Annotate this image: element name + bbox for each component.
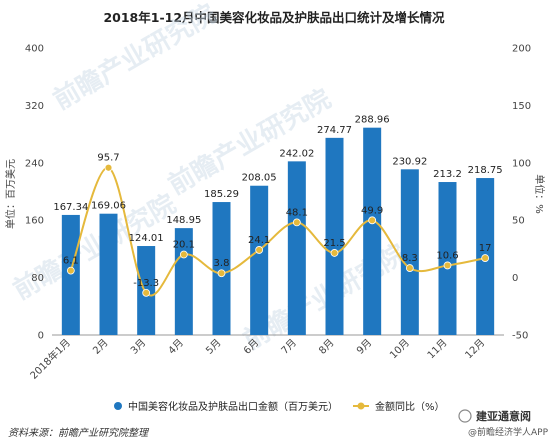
line-point bbox=[255, 246, 264, 254]
line-point bbox=[330, 249, 339, 257]
bar-value-label: 288.96 bbox=[355, 115, 390, 126]
x-tick-label: 2018年1月 bbox=[27, 336, 73, 382]
line-value-label: -13.3 bbox=[133, 278, 159, 289]
line-point bbox=[142, 288, 151, 297]
bar-value-label: 230.92 bbox=[392, 156, 427, 167]
legend-bar-label: 中国美容化妆品及护肤品出口金额（百万美元） bbox=[128, 400, 338, 413]
line-value-label: 6.1 bbox=[63, 256, 79, 267]
line-point bbox=[104, 163, 113, 172]
line-point bbox=[443, 261, 452, 270]
x-tick-label: 10月 bbox=[387, 337, 412, 362]
bar-value-label: 185.29 bbox=[204, 189, 239, 200]
line-value-label: 24.1 bbox=[248, 235, 270, 246]
source-note: 资料来源：前瞻产业研究院整理 bbox=[8, 427, 150, 439]
line-point bbox=[179, 250, 188, 259]
brand-text: @前瞻经济学人APP bbox=[468, 426, 549, 438]
wechat-icon bbox=[458, 409, 472, 423]
x-tick-label: 4月 bbox=[166, 337, 186, 357]
bar bbox=[325, 137, 344, 335]
line-value-label: 8.3 bbox=[402, 253, 418, 264]
right-tick-label: 0 bbox=[512, 273, 518, 284]
left-tick-label: 160 bbox=[25, 216, 44, 227]
bar bbox=[212, 202, 231, 335]
bar bbox=[61, 214, 80, 335]
x-tick-label: 9月 bbox=[354, 337, 374, 357]
line-value-label: 48.1 bbox=[286, 207, 308, 218]
legend: 中国美容化妆品及护肤品出口金额（百万美元） 金额同比（%） bbox=[114, 400, 445, 413]
x-axis: 2018年1月 2月 3月 4月 5月 6月 7月 8月 9月 10月 11月 12月 bbox=[27, 336, 487, 382]
bar-value-label: 124.01 bbox=[129, 233, 164, 244]
line-value-label: 20.1 bbox=[173, 240, 195, 251]
right-tick-label: 100 bbox=[512, 158, 531, 169]
bar-value-label: 213.2 bbox=[433, 169, 462, 180]
right-tick-label: 50 bbox=[512, 216, 525, 227]
bar bbox=[250, 185, 269, 335]
right-axis-title: 单位：% bbox=[533, 174, 546, 214]
legend-line-label: 金额同比（%） bbox=[375, 400, 445, 413]
x-tick-label: 3月 bbox=[128, 337, 148, 357]
bar bbox=[363, 127, 382, 335]
wechat-mark: 建亚通意阅 bbox=[458, 409, 531, 423]
bar-value-label: 167.34 bbox=[53, 202, 88, 213]
left-tick-label: 80 bbox=[31, 273, 44, 284]
line-series bbox=[66, 163, 490, 297]
legend-bar-swatch bbox=[114, 402, 122, 410]
line-value-label: 10.6 bbox=[436, 250, 458, 261]
bar-value-label: 218.75 bbox=[468, 165, 503, 176]
left-tick-label: 240 bbox=[25, 158, 44, 169]
line-point bbox=[217, 269, 226, 278]
left-axis-title: 单位：百万美元 bbox=[4, 159, 17, 229]
bar bbox=[400, 169, 419, 335]
x-tick-label: 5月 bbox=[204, 337, 224, 357]
bar-value-label: 169.06 bbox=[91, 201, 126, 212]
legend-line-marker bbox=[357, 402, 365, 410]
line-value-label: 17 bbox=[479, 243, 492, 254]
right-axis: -50 0 50 100 150 200 bbox=[512, 44, 531, 342]
right-tick-label: 150 bbox=[512, 101, 531, 112]
line-point bbox=[66, 266, 75, 275]
line-point bbox=[292, 218, 301, 227]
line-value-label: 3.8 bbox=[214, 258, 230, 269]
left-tick-label: 320 bbox=[25, 101, 44, 112]
x-tick-label: 12月 bbox=[463, 337, 488, 362]
left-tick-label: 400 bbox=[25, 44, 44, 55]
bar bbox=[438, 182, 457, 335]
x-tick-label: 2月 bbox=[91, 337, 111, 357]
bar-value-label: 274.77 bbox=[317, 125, 352, 136]
chart-title: 2018年1-12月中国美容化妆品及护肤品出口统计及增长情况 bbox=[103, 10, 445, 25]
bar-value-label: 148.95 bbox=[166, 215, 201, 226]
x-tick-label: 11月 bbox=[425, 337, 450, 362]
line-value-label: 95.7 bbox=[97, 153, 119, 164]
left-axis: 0 80 160 240 320 400 bbox=[25, 44, 44, 342]
line-value-label: 49.9 bbox=[361, 205, 383, 216]
wechat-mark-text: 建亚通意阅 bbox=[476, 409, 531, 423]
right-tick-label: 200 bbox=[512, 44, 531, 55]
bar-value-label: 208.05 bbox=[242, 173, 277, 184]
line-point bbox=[481, 254, 490, 262]
x-tick-label: 8月 bbox=[317, 337, 337, 357]
bar bbox=[99, 213, 118, 335]
right-tick-label: -50 bbox=[512, 331, 528, 342]
line-value-label: 21.5 bbox=[323, 238, 345, 249]
line-point bbox=[405, 264, 414, 272]
left-tick-label: 0 bbox=[38, 331, 44, 342]
bar bbox=[287, 161, 306, 335]
line-point bbox=[368, 216, 377, 225]
bar-value-label: 242.02 bbox=[279, 148, 314, 159]
